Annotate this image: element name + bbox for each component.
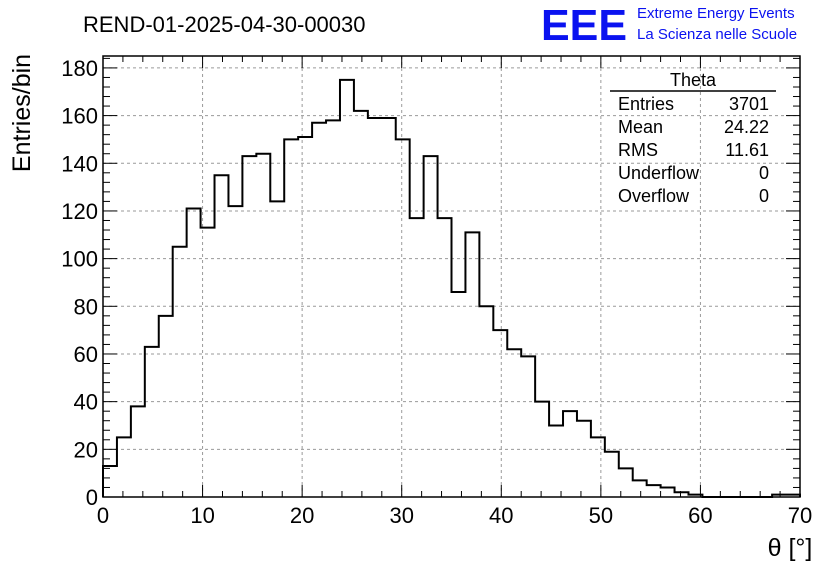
histogram-bin xyxy=(549,425,563,497)
histogram-bin xyxy=(117,437,131,497)
histogram-bin xyxy=(563,411,577,497)
histogram-series xyxy=(102,78,801,498)
histogram-bin xyxy=(242,156,256,497)
y-axis-title: Entries/bin xyxy=(8,54,36,172)
histogram-bin xyxy=(410,218,424,497)
stats-label: Underflow xyxy=(618,163,700,183)
histogram-bin xyxy=(438,218,452,497)
stats-value: 3701 xyxy=(729,94,769,114)
chart-title: REND-01-2025-04-30-00030 xyxy=(83,12,366,37)
stats-label: Entries xyxy=(618,94,674,114)
stats-value: 0 xyxy=(759,163,769,183)
logo-line-2: La Scienza nelle Scuole xyxy=(637,26,797,43)
grid-lines xyxy=(103,56,800,497)
histogram-bin xyxy=(605,452,619,497)
histogram-bin xyxy=(647,485,661,497)
histogram-bin xyxy=(270,201,284,497)
histogram-bin xyxy=(187,209,201,497)
stats-label: Overflow xyxy=(618,186,690,206)
histogram-bin xyxy=(298,137,312,497)
y-tick-label: 60 xyxy=(74,342,98,367)
x-tick-label: 10 xyxy=(190,503,214,528)
eee-logo: EEE Extreme Energy Events La Scienza nel… xyxy=(541,1,797,50)
histogram-bin xyxy=(159,316,173,497)
histogram-bin xyxy=(312,123,326,497)
x-tick-label: 50 xyxy=(589,503,613,528)
histogram-bin xyxy=(465,232,479,497)
y-tick-label: 80 xyxy=(74,294,98,319)
tick-labels: 0 10 20 30 40 50 60 70 0 20 40 60 80 100 120 140 160 180 xyxy=(61,56,812,528)
histogram-bin xyxy=(591,437,605,497)
histogram-bin xyxy=(479,306,493,497)
histogram-bin xyxy=(452,292,466,497)
stats-value: 24.22 xyxy=(724,117,769,137)
histogram-bin xyxy=(493,330,507,497)
stats-title: Theta xyxy=(670,70,717,90)
histogram-bin xyxy=(382,118,396,497)
histogram-bin xyxy=(256,154,270,497)
stats-box: Theta Entries 3701 Mean 24.22 RMS 11.61 Underf… xyxy=(610,70,776,206)
histogram-bin xyxy=(326,120,340,497)
y-tick-label: 20 xyxy=(74,437,98,462)
y-tick-label: 100 xyxy=(61,247,98,272)
plot-frame xyxy=(102,55,801,498)
x-tick-label: 70 xyxy=(788,503,812,528)
x-tick-label: 0 xyxy=(97,503,109,528)
y-tick-label: 140 xyxy=(61,151,98,176)
histogram-bin xyxy=(173,247,187,497)
x-tick-label: 20 xyxy=(290,503,314,528)
histogram-bin xyxy=(215,175,229,497)
histogram-bin xyxy=(103,466,117,497)
histogram-bin xyxy=(535,402,549,497)
stats-label: RMS xyxy=(618,140,658,160)
histogram-bin xyxy=(145,347,159,497)
histogram-bin xyxy=(424,156,438,497)
stats-value: 11.61 xyxy=(725,140,769,160)
y-tick-label: 40 xyxy=(74,390,98,415)
x-tick-label: 60 xyxy=(688,503,712,528)
histogram-bin xyxy=(201,228,215,497)
y-tick-label: 160 xyxy=(61,104,98,129)
y-tick-label: 180 xyxy=(61,56,98,81)
stats-label: Mean xyxy=(618,117,663,137)
histogram-bin xyxy=(368,118,382,497)
logo-line-1: Extreme Energy Events xyxy=(637,5,795,22)
histogram-bin xyxy=(340,80,354,497)
y-tick-label: 0 xyxy=(86,485,98,510)
histogram-bin xyxy=(507,349,521,497)
histogram-bin xyxy=(521,356,535,497)
histogram-bin xyxy=(396,139,410,497)
histogram-bin xyxy=(633,480,647,497)
x-tick-label: 30 xyxy=(389,503,413,528)
histogram-bin xyxy=(354,111,368,497)
histogram-bin xyxy=(577,421,591,497)
y-tick-label: 120 xyxy=(61,199,98,224)
histogram-bin xyxy=(284,139,298,497)
histogram-bin xyxy=(131,406,145,497)
histogram-bin xyxy=(228,206,242,497)
x-axis-title: θ [°] xyxy=(768,534,813,562)
x-tick-label: 40 xyxy=(489,503,513,528)
histogram-outline xyxy=(102,78,801,498)
stats-value: 0 xyxy=(759,186,769,206)
histogram-bin xyxy=(661,487,675,497)
logo-mark: EEE xyxy=(541,1,627,50)
